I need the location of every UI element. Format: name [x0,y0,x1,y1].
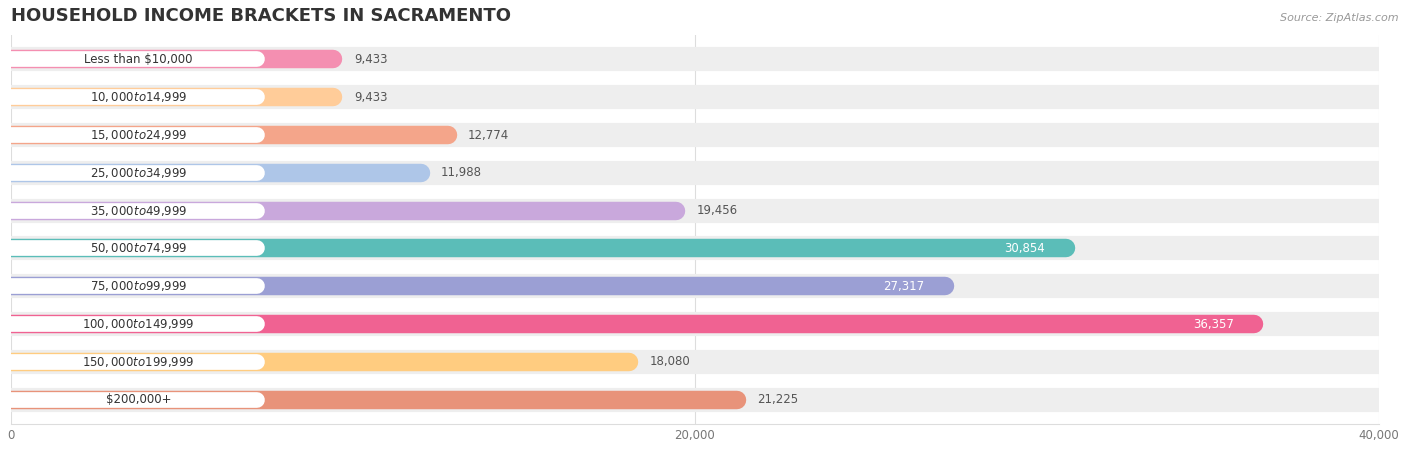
Text: HOUSEHOLD INCOME BRACKETS IN SACRAMENTO: HOUSEHOLD INCOME BRACKETS IN SACRAMENTO [11,7,510,25]
Text: 18,080: 18,080 [650,355,690,368]
Text: Less than $10,000: Less than $10,000 [84,53,193,66]
Text: $50,000 to $74,999: $50,000 to $74,999 [90,242,187,255]
Text: Source: ZipAtlas.com: Source: ZipAtlas.com [1281,13,1399,23]
Text: $200,000+: $200,000+ [105,393,172,406]
Text: 21,225: 21,225 [756,393,799,406]
Text: $35,000 to $49,999: $35,000 to $49,999 [90,203,187,218]
Text: 9,433: 9,433 [354,91,387,104]
Text: 19,456: 19,456 [696,204,738,217]
Text: 11,988: 11,988 [441,166,482,179]
Text: $100,000 to $149,999: $100,000 to $149,999 [83,317,195,331]
Text: 12,774: 12,774 [468,128,509,141]
Text: $150,000 to $199,999: $150,000 to $199,999 [83,355,195,369]
Text: $75,000 to $99,999: $75,000 to $99,999 [90,279,187,293]
Text: $15,000 to $24,999: $15,000 to $24,999 [90,128,187,142]
Text: 36,357: 36,357 [1192,317,1233,330]
Text: 30,854: 30,854 [1005,242,1045,255]
Text: 27,317: 27,317 [883,280,924,293]
Text: 9,433: 9,433 [354,53,387,66]
Text: $10,000 to $14,999: $10,000 to $14,999 [90,90,187,104]
Text: $25,000 to $34,999: $25,000 to $34,999 [90,166,187,180]
